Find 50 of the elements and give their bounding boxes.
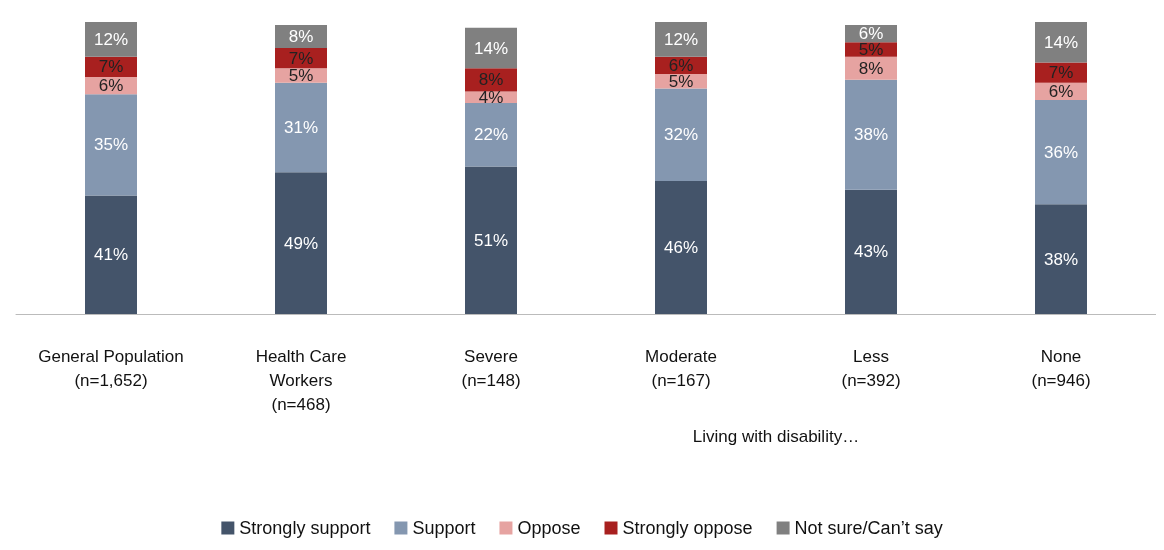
data-label: 5% [288, 65, 314, 85]
data-label: 12% [93, 29, 129, 49]
bar [1035, 204, 1087, 314]
data-label: 38% [1043, 249, 1079, 269]
x-tick-label: Less (n=392) [841, 346, 901, 390]
legend-label: Oppose [517, 518, 581, 538]
data-label: 6% [1048, 81, 1074, 101]
data-label: 7% [288, 48, 314, 68]
legend-label: Strongly oppose [622, 518, 753, 538]
bar [275, 82, 327, 173]
legend-label: Not sure/Can’t say [794, 518, 943, 538]
bar [845, 79, 897, 190]
bar [465, 166, 517, 314]
x-tick-label: Moderate (n=167) [645, 346, 717, 390]
legend-label: Support [412, 518, 476, 538]
data-label: 14% [473, 38, 509, 58]
data-label: 43% [853, 242, 889, 262]
data-label: 8% [288, 26, 314, 46]
data-label: 51% [473, 230, 509, 250]
x-tick-label: Severe (n=148) [461, 346, 521, 390]
data-label: 41% [93, 245, 129, 265]
data-label: 32% [663, 125, 699, 145]
bar [85, 94, 137, 196]
bar [465, 102, 517, 167]
data-label: 36% [1043, 142, 1079, 162]
data-label: 35% [93, 135, 129, 155]
bar [655, 181, 707, 314]
x-tick-label: Health Care Workers (n=468) [255, 346, 347, 414]
legend-label: Strongly support [239, 518, 371, 538]
x-tick-label: General Population (n=1,652) [38, 346, 184, 390]
bar [655, 88, 707, 182]
data-label: 22% [473, 125, 509, 145]
bar [275, 172, 327, 314]
data-label: 14% [1043, 32, 1079, 52]
data-label: 46% [663, 238, 699, 258]
data-label: 4% [478, 87, 504, 107]
text: Living with disability… [692, 427, 860, 446]
bar [85, 195, 137, 314]
data-label: 8% [858, 58, 884, 78]
x-tick-label: None (n=946) [1031, 346, 1091, 390]
data-label: 12% [663, 29, 699, 49]
data-label: 49% [283, 233, 319, 253]
data-label: 6% [98, 76, 124, 96]
data-label: 31% [283, 118, 319, 138]
bar [1035, 100, 1087, 205]
data-label: 38% [853, 125, 889, 145]
data-label: 8% [478, 70, 504, 90]
data-label: 7% [1048, 63, 1074, 83]
bar [845, 189, 897, 314]
data-label: 7% [98, 57, 124, 77]
